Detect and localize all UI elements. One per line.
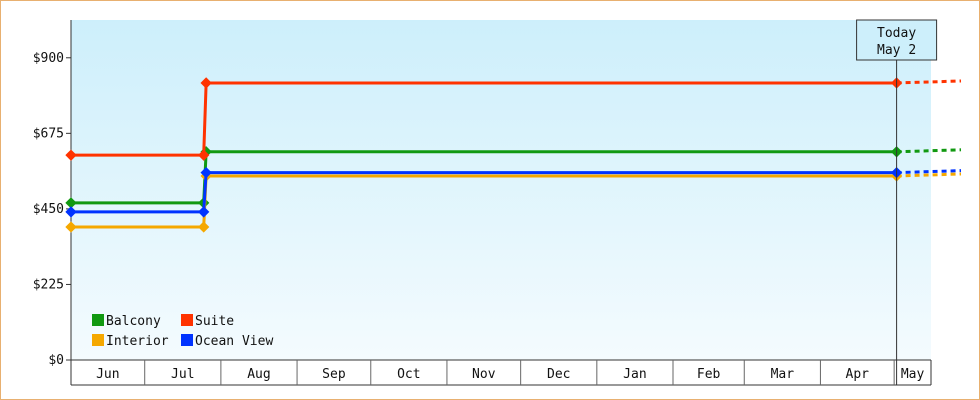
x-tick-label: Oct — [397, 367, 420, 382]
x-tick-label: Feb — [697, 367, 721, 382]
data-point — [198, 221, 210, 233]
series-projection — [896, 79, 962, 85]
y-tick-label: $675 — [33, 126, 64, 141]
legend-swatch — [92, 334, 104, 346]
today-label: Today — [877, 26, 916, 41]
legend-item: Suite — [181, 314, 234, 329]
x-tick-label: Jul — [171, 367, 194, 382]
data-point — [200, 166, 212, 179]
x-tick-label: Sep — [322, 367, 346, 382]
legend-swatch — [181, 334, 193, 346]
data-point — [198, 206, 210, 218]
series-projection — [896, 172, 962, 178]
legend-label: Suite — [195, 314, 234, 329]
series-line — [71, 171, 897, 214]
x-tick-label: Jun — [96, 367, 119, 382]
legend-label: Ocean View — [195, 334, 273, 349]
series-line — [71, 81, 897, 157]
series-projection — [896, 169, 962, 175]
today-date: May 2 — [877, 43, 916, 58]
legend: Balcony Suite Interior Ocean View — [92, 314, 273, 349]
x-tick-label: Aug — [247, 367, 270, 382]
x-tick-label: Apr — [846, 367, 870, 382]
y-tick-label: $900 — [33, 51, 64, 66]
x-tick-label: Dec — [547, 367, 570, 382]
legend-item: Ocean View — [181, 334, 273, 349]
y-tick-label: $450 — [33, 202, 64, 217]
data-point — [198, 149, 210, 161]
x-tick-label: Nov — [472, 367, 496, 382]
legend-item: Balcony — [92, 314, 161, 329]
legend-label: Interior — [106, 334, 169, 349]
legend-label: Balcony — [106, 314, 161, 329]
y-tick-label: $0 — [48, 353, 64, 368]
x-tick-label: Mar — [771, 367, 795, 382]
legend-swatch — [181, 314, 193, 326]
axes: $0 $225 $450 $675 $900 Jun Jul Aug Sep Oct Nov Dec J… — [33, 20, 932, 386]
y-tick-label: $225 — [33, 277, 64, 292]
plot-background — [71, 20, 931, 360]
legend-swatch — [92, 314, 104, 326]
x-tick-label: Jan — [623, 367, 646, 382]
x-tick-label: May — [901, 367, 925, 382]
series-projection — [896, 148, 962, 154]
legend-item: Interior — [92, 334, 169, 349]
today-box — [856, 19, 938, 61]
today-marker: Today May 2 — [856, 19, 938, 385]
